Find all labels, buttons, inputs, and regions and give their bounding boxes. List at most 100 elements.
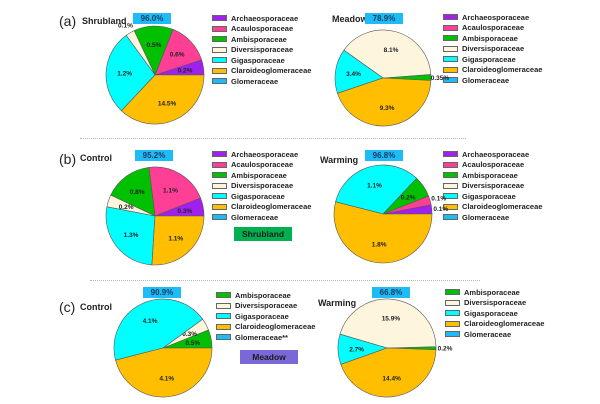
pie-slice	[340, 347, 437, 398]
slice-label: 0.3%	[177, 208, 192, 215]
legend-label: Gigasporaceae	[235, 311, 289, 321]
slice-label: 0.6%	[170, 52, 185, 59]
legend-label: Glomeraceae**	[235, 332, 288, 342]
legend-swatch	[216, 302, 231, 309]
legend-swatch	[212, 193, 227, 199]
legend-swatch	[212, 161, 227, 168]
legend-item: Ambisporaceae	[443, 33, 542, 43]
legend-swatch	[443, 182, 458, 189]
legend-label: Diversisporaceae	[464, 298, 527, 307]
legend-label: Acaulosporaceae	[462, 23, 525, 32]
slice-label: 1.3%	[124, 232, 139, 239]
legend-swatch	[443, 66, 458, 73]
total-badge-c-warming: 66.8%	[372, 287, 410, 298]
legend-label: Claroideoglomeraceae	[231, 66, 312, 75]
habitat-badge-shrubland: Shrubland	[234, 227, 292, 241]
legend-swatch	[443, 203, 458, 210]
pie-2: 0.3% 1.1% 0.8% 0.2% 1.3% 1.1%	[105, 166, 205, 266]
legend-item: Claroideoglomeraceae	[445, 319, 544, 329]
legend-item: Claroideoglomeraceae	[212, 202, 311, 212]
legend-item: Diversisporaceae	[445, 298, 544, 308]
legend-swatch	[216, 313, 231, 319]
legend-label: Glomeraceae	[464, 329, 512, 339]
legend-swatch	[443, 151, 458, 157]
legend-item: Ambisporaceae	[212, 34, 311, 44]
legend-label: Ambisporaceae	[464, 287, 520, 297]
legend-swatch	[443, 172, 458, 178]
chart-title-c-warming: Warming	[318, 298, 357, 308]
legend-label: Archaeosporaceae	[231, 149, 299, 159]
slice-label: 0.2%	[438, 346, 453, 353]
legend-swatch	[443, 56, 458, 62]
legend-label: Claroideoglomeraceae	[235, 322, 316, 331]
legend-swatch	[212, 182, 227, 189]
legend-label: Ambisporaceae	[231, 170, 287, 180]
legend-swatch	[443, 45, 458, 52]
pie-4: 0.5% 0.3% 4.1% 4.1%	[113, 298, 213, 398]
chart-title-c-control: Control	[80, 302, 112, 312]
slice-label: 8.1%	[384, 47, 399, 54]
chart-title-b-control: Control	[80, 153, 112, 163]
pie-slice	[151, 215, 205, 266]
legend-item: Diversisporaceae	[216, 301, 315, 311]
pie-slice	[337, 77, 432, 127]
legend-item: Claroideoglomeraceae	[212, 66, 311, 76]
slice-label: 0.1%	[433, 206, 448, 213]
legend-item: Ambisporaceae	[212, 170, 311, 180]
legend-item: Acaulosporaceae	[212, 160, 311, 170]
legend-item: Glomeraceae	[212, 76, 311, 86]
legend-label: Gigasporaceae	[462, 54, 516, 64]
pie-3: 0.1% 0.1% 0.2% 1.1% 1.8%	[333, 164, 448, 264]
pie-slice	[335, 164, 417, 215]
panel-label-a: (a)	[59, 13, 77, 29]
legend-item: Claroideoglomeraceae	[216, 322, 315, 332]
total-badge-b-warming: 96.8%	[365, 150, 403, 161]
legend-item: Gigasporaceae	[212, 55, 311, 65]
slice-label: 0.35%	[431, 75, 450, 82]
legend-label: Archaeosporaceae	[462, 12, 530, 22]
legend-item: Ambisporaceae	[216, 290, 315, 300]
legend-label: Diversisporaceae	[462, 44, 525, 53]
legend-item: Diversisporaceae	[443, 44, 542, 54]
slice-label: 0.5%	[147, 42, 162, 49]
legend-swatch	[443, 24, 458, 31]
legend-swatch	[443, 214, 458, 220]
legend-swatch	[443, 193, 458, 199]
legend-label: Diversisporaceae	[231, 181, 294, 190]
legend-item: Gigasporaceae	[212, 191, 311, 201]
pie-slice	[105, 34, 156, 112]
pie-slice	[148, 166, 201, 217]
legend-label: Archaeosporaceae	[231, 13, 299, 23]
slice-label: 4.1%	[159, 376, 174, 383]
legend-swatch	[212, 15, 227, 21]
legend-swatch	[445, 331, 460, 337]
panel-label-c: (c)	[59, 299, 76, 315]
pie-0: 0.2% 0.6% 0.5% 0.1% 1.2% 14.5%	[105, 23, 205, 125]
divider-ab	[80, 138, 466, 139]
legend-swatch	[216, 334, 231, 340]
legend-label: Diversisporaceae	[462, 181, 525, 190]
legend-item: Claroideoglomeraceae	[443, 202, 542, 212]
legend-item: Claroideoglomeraceae	[443, 65, 542, 75]
legend-swatch	[445, 299, 460, 306]
slice-label: 1.1%	[163, 187, 178, 194]
total-badge-b-control: 95.2%	[135, 150, 173, 161]
legend-swatch	[445, 289, 460, 295]
legend-label: Claroideoglomeraceae	[231, 202, 312, 211]
legend-swatch	[212, 203, 227, 210]
legend-label: Archaeosporaceae	[462, 149, 530, 159]
legend-item: Gigasporaceae	[443, 191, 542, 201]
legend-item: Ambisporaceae	[443, 170, 542, 180]
legend-b-warming: Archaeosporaceae Acaulosporaceae Ambispora…	[443, 149, 542, 223]
legend-swatch	[212, 151, 227, 157]
habitat-badge-meadow: Meadow	[240, 350, 298, 364]
legend-label: Glomeraceae	[462, 212, 510, 222]
legend-item: Glomeraceae	[445, 329, 544, 339]
legend-item: Ambisporaceae	[445, 287, 544, 297]
pie-1: 0.35% 8.1% 3.4% 9.3%	[334, 29, 450, 127]
legend-item: Acaulosporaceae	[443, 160, 542, 170]
slice-label: 0.1%	[118, 23, 133, 30]
pie-slice	[343, 29, 432, 79]
